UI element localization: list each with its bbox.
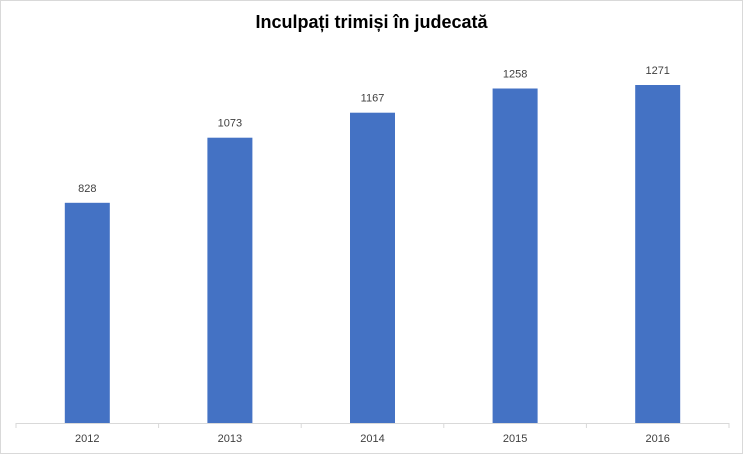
chart-title: Inculpați trimiși în judecată <box>255 12 488 32</box>
bar-2016 <box>635 85 681 423</box>
tick-labels-group: 2012 2013 2014 2015 2016 <box>75 433 670 445</box>
data-labels-group: 828 1073 1167 1258 1271 <box>78 65 670 195</box>
tick-label-2016: 2016 <box>645 433 669 445</box>
tick-label-2013: 2013 <box>218 433 242 445</box>
bar-2012 <box>64 202 110 423</box>
bar-2014 <box>350 112 395 423</box>
data-label-2016: 1271 <box>645 65 669 77</box>
bar-2013 <box>207 137 253 423</box>
x-axis <box>15 423 730 428</box>
data-label-2015: 1258 <box>503 69 527 81</box>
bar-2015 <box>492 88 538 423</box>
bars-group <box>64 85 681 423</box>
tick-label-2014: 2014 <box>360 433 384 445</box>
tick-label-2012: 2012 <box>75 433 99 445</box>
tick-label-2015: 2015 <box>503 433 527 445</box>
data-label-2012: 828 <box>78 183 96 195</box>
data-label-2014: 1167 <box>361 93 385 105</box>
data-label-2013: 1073 <box>218 118 242 130</box>
